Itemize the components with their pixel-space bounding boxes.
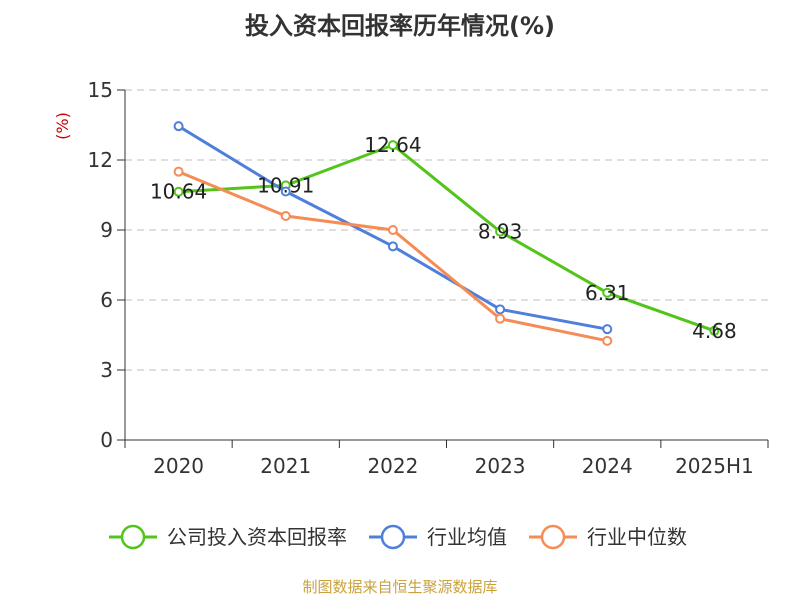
- x-tick-label: 2023: [475, 454, 526, 478]
- x-tick-label: 2020: [153, 454, 204, 478]
- data-point: [173, 166, 184, 177]
- data-label: 4.68: [692, 319, 737, 343]
- data-point: [495, 226, 506, 237]
- data-point: [387, 225, 398, 235]
- y-tick-label: 12: [88, 148, 113, 172]
- data-point: [709, 325, 720, 336]
- axes: 0 3 6 9 12 15 2020 2021 2022 2023 2024 2025H1: [88, 78, 769, 478]
- data-label: 10.64: [150, 180, 207, 204]
- y-tick-label: 0: [100, 428, 113, 452]
- data-labels: 10.64 10.91 12.64 8.93 6.31 4.68: [150, 133, 737, 343]
- data-point: [280, 186, 291, 197]
- data-point: [387, 140, 398, 151]
- y-tick-label: 9: [100, 218, 113, 242]
- legend-label: 行业均值: [427, 525, 507, 549]
- data-point: [173, 186, 184, 197]
- y-tick-label: 6: [100, 288, 113, 312]
- data-point: [602, 335, 613, 346]
- legend-label: 行业中位数: [587, 525, 687, 549]
- legend-marker: [540, 524, 566, 550]
- legend-label: 公司投入资本回报率: [167, 525, 347, 549]
- x-tick-label: 2022: [367, 454, 418, 478]
- data-label: 8.93: [478, 220, 523, 244]
- y-axis-label: (%): [53, 112, 72, 140]
- gridlines: [125, 89, 768, 371]
- data-point: [602, 287, 613, 298]
- legend-marker: [380, 524, 406, 550]
- legend: 公司投入资本回报率 行业均值 行业中位数: [109, 524, 687, 550]
- data-label: 6.31: [585, 281, 630, 305]
- legend-marker: [120, 524, 146, 550]
- data-point: [602, 324, 613, 335]
- data-point: [495, 313, 506, 324]
- y-tick-label: 3: [100, 358, 113, 382]
- data-label: 12.64: [364, 133, 421, 157]
- series-lines: [173, 121, 720, 346]
- source-note: 制图数据来自恒生聚源数据库: [302, 578, 497, 596]
- x-tick-label: 2024: [582, 454, 633, 478]
- chart-title: 投入资本回报率历年情况(%): [245, 12, 555, 40]
- data-point: [280, 211, 291, 221]
- data-label: 10.91: [257, 173, 314, 197]
- series-line-0: [178, 143, 715, 333]
- data-point: [495, 304, 506, 315]
- x-tick-label: 2025H1: [675, 454, 754, 478]
- data-point: [173, 121, 184, 132]
- x-tick-label: 2021: [260, 454, 311, 478]
- y-tick-label: 15: [88, 78, 113, 102]
- data-point: [387, 241, 398, 252]
